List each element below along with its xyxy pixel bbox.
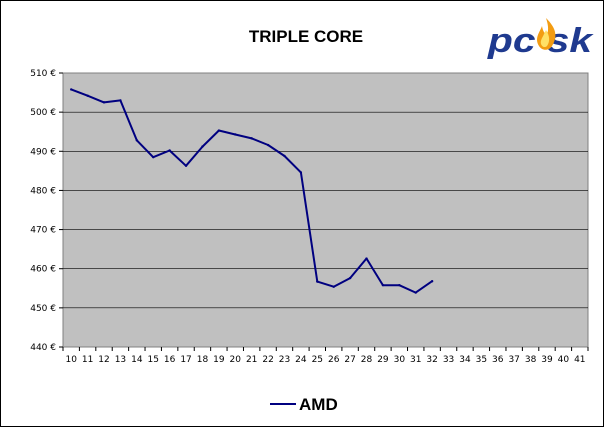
x-tick-label: 22 xyxy=(262,355,273,365)
x-tick-label: 38 xyxy=(525,355,537,365)
y-tick-label: 450 € xyxy=(30,304,56,314)
legend-label-amd: AMD xyxy=(299,395,338,414)
x-tick-label: 10 xyxy=(65,355,77,365)
data-point xyxy=(316,280,319,283)
y-tick-label: 460 € xyxy=(30,265,56,275)
x-tick-label: 41 xyxy=(574,355,585,365)
plot-area xyxy=(62,72,589,348)
chart-title: TRIPLE CORE xyxy=(249,27,363,46)
data-point xyxy=(201,145,204,148)
x-tick-label: 40 xyxy=(558,355,570,365)
x-tick-label: 37 xyxy=(508,355,519,365)
x-tick-label: 18 xyxy=(197,355,209,365)
x-tick-label: 26 xyxy=(328,355,340,365)
x-tick-label: 19 xyxy=(213,355,225,365)
flame-icon xyxy=(537,18,556,50)
x-tick-label: 25 xyxy=(312,355,323,365)
data-point xyxy=(266,143,270,147)
x-tick-label: 21 xyxy=(246,355,257,365)
y-tick-label: 480 € xyxy=(30,186,56,196)
data-point xyxy=(184,164,188,167)
data-point xyxy=(135,139,139,142)
data-point xyxy=(250,137,253,140)
data-point xyxy=(217,129,221,132)
x-axis: 10 11 12 13 14 15 16 17 18 19 20 21 22 23 24 25 26 27 28 29… xyxy=(62,347,589,365)
y-tick-label: 470 € xyxy=(30,226,56,236)
data-point xyxy=(152,155,155,159)
data-point xyxy=(381,283,385,287)
x-tick-label: 32 xyxy=(426,355,437,365)
data-point xyxy=(234,133,237,136)
x-tick-label: 11 xyxy=(82,355,93,365)
x-tick-label: 34 xyxy=(459,355,471,365)
x-tick-label: 16 xyxy=(164,355,176,365)
gridlines xyxy=(63,111,588,309)
x-tick-label: 17 xyxy=(180,355,191,365)
data-point xyxy=(365,257,368,260)
x-tick-label: 31 xyxy=(410,355,421,365)
x-tick-label: 13 xyxy=(115,355,126,365)
y-tick-label: 510 € xyxy=(30,69,56,79)
data-point xyxy=(102,101,106,104)
legend: AMD xyxy=(270,395,338,414)
data-point xyxy=(299,171,303,174)
y-tick-label: 440 € xyxy=(30,343,56,353)
data-point xyxy=(348,276,352,280)
data-point xyxy=(414,291,417,294)
data-point xyxy=(430,280,434,283)
x-tick-label: 24 xyxy=(295,355,307,365)
x-tick-label: 36 xyxy=(492,355,504,365)
data-point xyxy=(332,285,335,288)
x-tick-label: 23 xyxy=(279,355,290,365)
x-tick-label: 15 xyxy=(148,355,159,365)
x-tick-label: 14 xyxy=(131,355,143,365)
x-tick-label: 39 xyxy=(541,355,553,365)
data-point xyxy=(168,149,171,152)
x-tick-label: 20 xyxy=(230,355,242,365)
data-point xyxy=(398,283,401,287)
data-point xyxy=(119,99,122,102)
x-tick-label: 30 xyxy=(394,355,406,365)
x-tick-label: 35 xyxy=(476,355,487,365)
y-tick-label: 490 € xyxy=(30,147,56,157)
y-axis: 440 € 450 € 460 € 470 € 480 € 490 € 500 € 510 € xyxy=(30,69,63,353)
data-point xyxy=(70,88,73,91)
logo: pc sk xyxy=(487,18,594,60)
x-tick-label: 12 xyxy=(98,355,109,365)
data-point xyxy=(283,154,286,158)
x-tick-label: 29 xyxy=(377,355,389,365)
x-tick-label: 27 xyxy=(344,355,355,365)
x-tick-label: 28 xyxy=(361,355,373,365)
series-layer xyxy=(70,88,434,294)
y-tick-label: 500 € xyxy=(30,108,56,118)
data-point xyxy=(86,94,89,97)
x-tick-label: 33 xyxy=(443,355,454,365)
